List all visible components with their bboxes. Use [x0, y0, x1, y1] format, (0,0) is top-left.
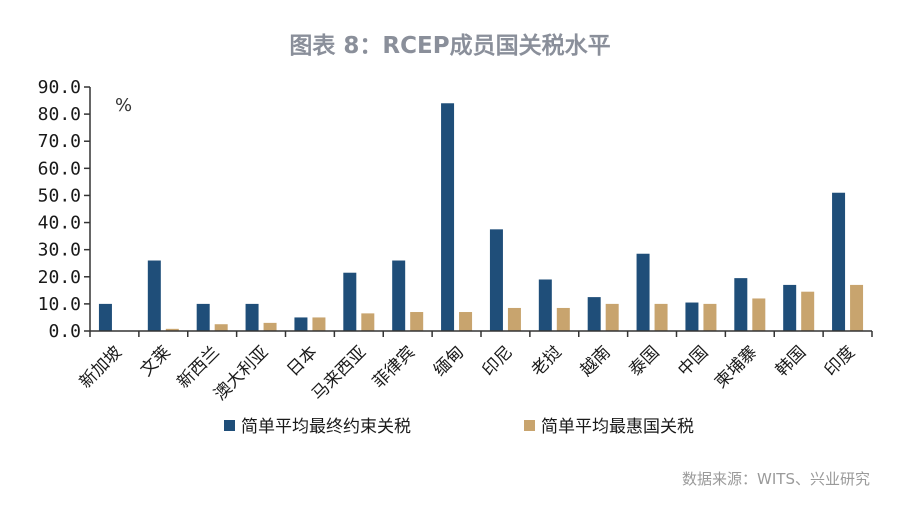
y-tick-label: 50.0: [38, 185, 81, 206]
x-category-label: 马来西亚: [308, 342, 370, 404]
bar-series-2-2: [214, 324, 228, 331]
y-tick-label: 80.0: [38, 104, 81, 125]
bar-series-2-15: [850, 284, 864, 331]
y-tick-label: 20.0: [38, 267, 81, 288]
bar-series-1-2: [196, 303, 210, 331]
y-tick-label: 0.0: [48, 321, 81, 342]
x-category-label: 柬埔寨: [711, 342, 761, 392]
bar-series-1-11: [636, 253, 650, 331]
legend-label-series-1: 简单平均最终约束关税: [241, 417, 411, 437]
bar-series-1-7: [441, 103, 455, 332]
y-axis: 0.0 10.0 20.0 30.0 40.0 50.0 60.0 70.0 80.0 90.0: [38, 77, 91, 342]
x-category-label: 印度: [821, 342, 859, 380]
x-category-label: 澳大利亚: [210, 342, 272, 404]
bar-series-1-12: [685, 302, 699, 331]
x-category-label: 新加坡: [76, 342, 126, 392]
bar-series-1-13: [734, 278, 748, 331]
bar-series-2-11: [654, 303, 668, 331]
bar-series-2-9: [556, 307, 570, 331]
bar-series-2-13: [752, 298, 766, 331]
legend: 简单平均最终约束关税 简单平均最惠国关税: [224, 417, 694, 437]
x-category-label: 印尼: [479, 342, 517, 380]
bar-series-2-8: [507, 307, 521, 331]
source-note: 数据来源：WITS、兴业研究: [682, 470, 870, 488]
bar-series-1-6: [392, 260, 406, 331]
x-category-label: 泰国: [625, 342, 663, 380]
bar-series-2-5: [361, 313, 375, 331]
legend-label-series-2: 简单平均最惠国关税: [541, 417, 694, 437]
y-tick-label: 30.0: [38, 240, 81, 261]
chart-title: 图表 8：RCEP成员国关税水平: [289, 33, 611, 59]
y-axis-unit-label: %: [115, 95, 132, 116]
x-category-label: 中国: [674, 342, 712, 380]
y-tick-label: 60.0: [38, 158, 81, 179]
bar-series-1-9: [538, 279, 552, 331]
x-category-label: 缅甸: [430, 342, 468, 380]
bar-series-2-4: [312, 317, 326, 331]
y-tick-label: 90.0: [38, 77, 81, 98]
bar-series-2-10: [605, 303, 619, 331]
bar-series-2-7: [459, 312, 473, 331]
bar-series-1-5: [343, 272, 357, 331]
x-category-label: 菲律宾: [369, 342, 419, 392]
bar-series-1-4: [294, 317, 308, 331]
bar-series-1-3: [245, 303, 259, 331]
bar-series-2-12: [703, 303, 717, 331]
x-category-label: 日本: [283, 342, 321, 380]
x-category-label: 文莱: [137, 342, 175, 380]
x-category-label: 老挝: [528, 342, 566, 380]
x-category-label: 韩国: [772, 342, 810, 380]
y-tick-label: 70.0: [38, 131, 81, 152]
bar-series-1-14: [783, 284, 797, 331]
bar-series-1-8: [489, 229, 503, 331]
bars: [98, 103, 864, 332]
bar-series-2-14: [801, 291, 815, 331]
bar-series-1-0: [98, 303, 112, 331]
bar-series-1-15: [832, 192, 846, 331]
y-tick-label: 10.0: [38, 294, 81, 315]
bar-series-2-6: [410, 312, 424, 331]
x-category-label: 越南: [577, 342, 615, 380]
y-tick-label: 40.0: [38, 213, 81, 234]
bar-series-2-1: [165, 328, 179, 331]
bar-series-1-1: [147, 260, 161, 331]
bar-series-1-10: [587, 297, 601, 331]
legend-swatch-series-2: [524, 420, 535, 431]
legend-swatch-series-1: [224, 420, 235, 431]
bar-series-2-3: [263, 322, 277, 331]
